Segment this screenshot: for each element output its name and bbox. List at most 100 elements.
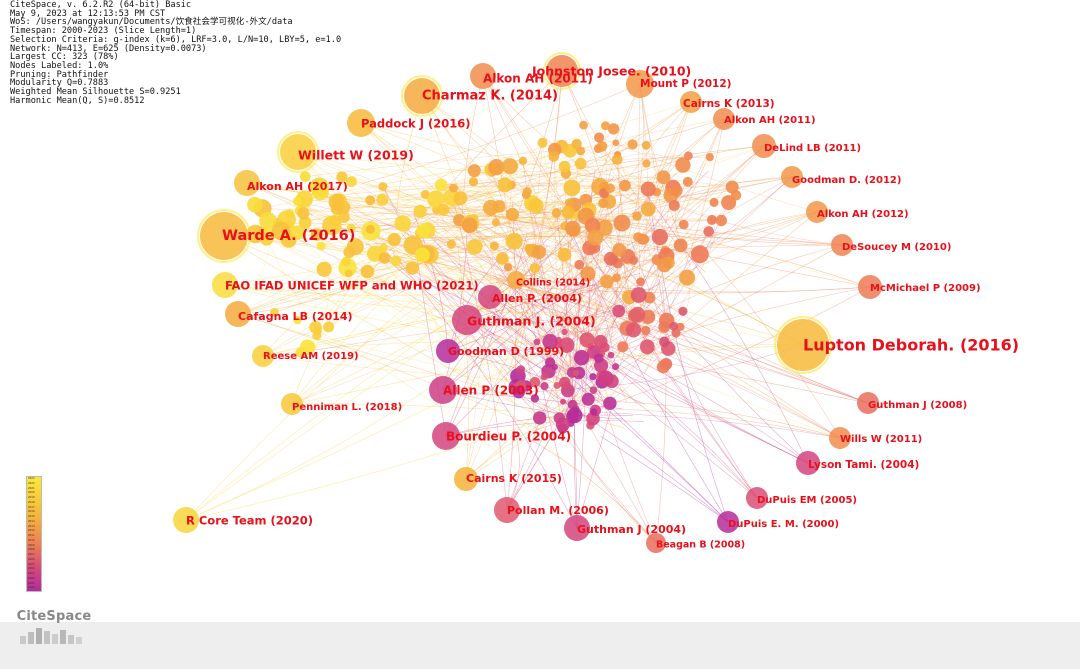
network-node[interactable] xyxy=(636,277,645,287)
network-node[interactable] xyxy=(292,196,302,206)
labeled-node[interactable] xyxy=(347,109,375,137)
network-node[interactable] xyxy=(579,332,595,348)
network-node[interactable] xyxy=(360,264,375,279)
node-label[interactable]: FAO IFAD UNICEF WFP and WHO (2021) xyxy=(225,279,479,293)
network-node[interactable] xyxy=(612,363,619,371)
network-node[interactable] xyxy=(502,158,518,175)
node-label[interactable]: Penniman L. (2018) xyxy=(292,402,402,413)
node-label[interactable]: Alkon AH (2011) xyxy=(724,115,816,126)
network-node[interactable] xyxy=(378,182,388,192)
network-node[interactable] xyxy=(643,291,656,304)
network-node[interactable] xyxy=(505,232,523,250)
network-node[interactable] xyxy=(558,160,571,173)
labeled-node[interactable] xyxy=(564,515,590,541)
network-node[interactable] xyxy=(343,246,356,259)
network-node[interactable] xyxy=(468,177,479,187)
network-node[interactable] xyxy=(640,181,656,197)
network-node[interactable] xyxy=(574,157,587,170)
network-node[interactable] xyxy=(533,411,547,425)
node-label[interactable]: Pollan M. (2006) xyxy=(507,504,609,517)
network-node[interactable] xyxy=(246,224,265,244)
network-node[interactable] xyxy=(594,353,604,364)
network-node[interactable] xyxy=(564,198,575,208)
labeled-node[interactable] xyxy=(777,319,829,371)
network-node[interactable] xyxy=(299,339,316,355)
network-node[interactable] xyxy=(311,183,329,201)
network-node[interactable] xyxy=(505,207,519,221)
network-node[interactable] xyxy=(679,269,696,286)
labeled-node[interactable] xyxy=(829,427,851,449)
network-node[interactable] xyxy=(633,232,644,243)
network-node[interactable] xyxy=(529,262,540,274)
network-node[interactable] xyxy=(682,176,693,187)
network-node[interactable] xyxy=(312,330,322,341)
network-node[interactable] xyxy=(449,183,458,193)
network-node[interactable] xyxy=(346,176,357,188)
network-node[interactable] xyxy=(558,376,571,389)
network-node[interactable] xyxy=(561,328,568,336)
network-node[interactable] xyxy=(619,179,631,192)
network-node[interactable] xyxy=(641,325,651,336)
network-node[interactable] xyxy=(553,382,561,389)
network-node[interactable] xyxy=(641,140,651,150)
network-node[interactable] xyxy=(709,197,719,207)
network-node[interactable] xyxy=(656,170,671,185)
labeled-node[interactable] xyxy=(857,392,879,414)
network-node[interactable] xyxy=(581,392,595,406)
network-node[interactable] xyxy=(600,274,614,289)
node-label[interactable]: Johnston Josee. (2010) xyxy=(531,64,691,79)
network-node[interactable] xyxy=(322,215,342,236)
node-label[interactable]: Alkon AH (2017) xyxy=(247,180,348,193)
network-node[interactable] xyxy=(310,228,324,241)
network-node[interactable] xyxy=(518,156,528,165)
network-node[interactable] xyxy=(557,247,572,262)
node-label[interactable]: Cairns K (2015) xyxy=(466,472,562,485)
labeled-node[interactable] xyxy=(252,345,274,367)
network-node[interactable] xyxy=(522,187,532,197)
network-node[interactable] xyxy=(394,215,411,232)
network-node[interactable] xyxy=(466,238,483,255)
network-node[interactable] xyxy=(707,214,717,225)
node-label[interactable]: DeLind LB (2011) xyxy=(764,143,861,154)
node-label[interactable]: Reese AM (2019) xyxy=(263,351,359,362)
network-node[interactable] xyxy=(715,214,727,227)
network-node[interactable] xyxy=(461,217,478,234)
network-node[interactable] xyxy=(558,337,575,353)
network-node[interactable] xyxy=(512,385,525,399)
network-node[interactable] xyxy=(491,218,500,227)
network-node[interactable] xyxy=(551,208,562,218)
network-node[interactable] xyxy=(673,238,688,253)
network-node[interactable] xyxy=(533,338,541,346)
network-node[interactable] xyxy=(587,229,604,246)
network-node[interactable] xyxy=(405,261,420,275)
labeled-node[interactable] xyxy=(796,451,820,475)
labeled-node[interactable] xyxy=(454,467,478,491)
network-node[interactable] xyxy=(589,373,597,381)
network-node[interactable] xyxy=(612,139,620,146)
network-node[interactable] xyxy=(516,365,526,374)
labeled-node[interactable] xyxy=(858,275,882,299)
network-node[interactable] xyxy=(651,228,669,246)
network-node[interactable] xyxy=(580,266,596,282)
network-node[interactable] xyxy=(387,232,401,247)
labeled-node[interactable] xyxy=(507,271,525,289)
network-node[interactable] xyxy=(659,336,670,348)
network-node[interactable] xyxy=(574,259,585,270)
network-node[interactable] xyxy=(427,190,445,208)
network-node[interactable] xyxy=(434,178,448,192)
network-node[interactable] xyxy=(316,241,326,251)
network-node[interactable] xyxy=(416,223,431,238)
network-node[interactable] xyxy=(560,398,566,405)
node-label[interactable]: Guthman J (2004) xyxy=(577,523,686,536)
node-label[interactable]: Guthman J. (2004) xyxy=(467,314,596,329)
network-node[interactable] xyxy=(561,205,575,219)
network-node[interactable] xyxy=(612,304,626,318)
network-node[interactable] xyxy=(639,339,655,355)
node-label[interactable]: R Core Team (2020) xyxy=(186,514,313,528)
labeled-node[interactable] xyxy=(280,134,316,170)
labeled-node[interactable] xyxy=(173,507,199,533)
network-node[interactable] xyxy=(446,239,456,249)
network-node[interactable] xyxy=(376,193,389,206)
labeled-node[interactable] xyxy=(432,422,460,450)
network-node[interactable] xyxy=(603,251,618,266)
